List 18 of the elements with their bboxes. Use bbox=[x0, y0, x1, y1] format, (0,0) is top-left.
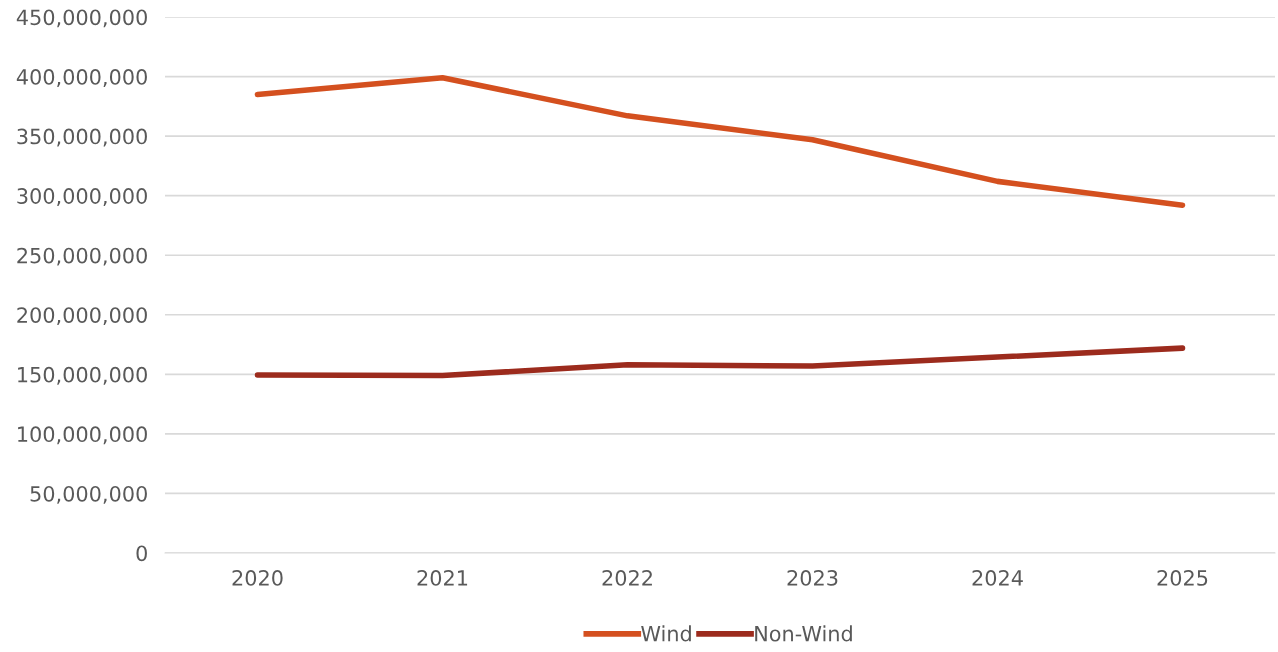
legend-label: Wind bbox=[641, 625, 691, 642]
legend-label: Non-Wind bbox=[755, 625, 852, 642]
y-tick-label: 400,000,000 bbox=[16, 69, 147, 87]
x-tick-label: 2025 bbox=[1157, 570, 1208, 586]
y-tick-label: 450,000,000 bbox=[16, 9, 147, 28]
x-tick-label: 2023 bbox=[787, 570, 838, 586]
x-tick-label: 2020 bbox=[232, 570, 283, 586]
y-tick-label: 0 bbox=[136, 545, 147, 562]
y-tick-label: 150,000,000 bbox=[18, 366, 147, 385]
x-tick-label: 2021 bbox=[417, 570, 468, 586]
y-tick-label: 50,000,000 bbox=[30, 485, 147, 504]
x-tick-label: 2024 bbox=[972, 570, 1023, 586]
y-tick-label: 350,000,000 bbox=[17, 128, 147, 147]
x-tick-label: 2022 bbox=[602, 570, 652, 586]
y-tick-label: 200,000,000 bbox=[17, 307, 147, 326]
y-tick-label: 250,000,000 bbox=[17, 247, 147, 266]
y-tick-label: 100,000,000 bbox=[18, 426, 147, 445]
y-tick-label: 300,000,000 bbox=[17, 188, 147, 206]
